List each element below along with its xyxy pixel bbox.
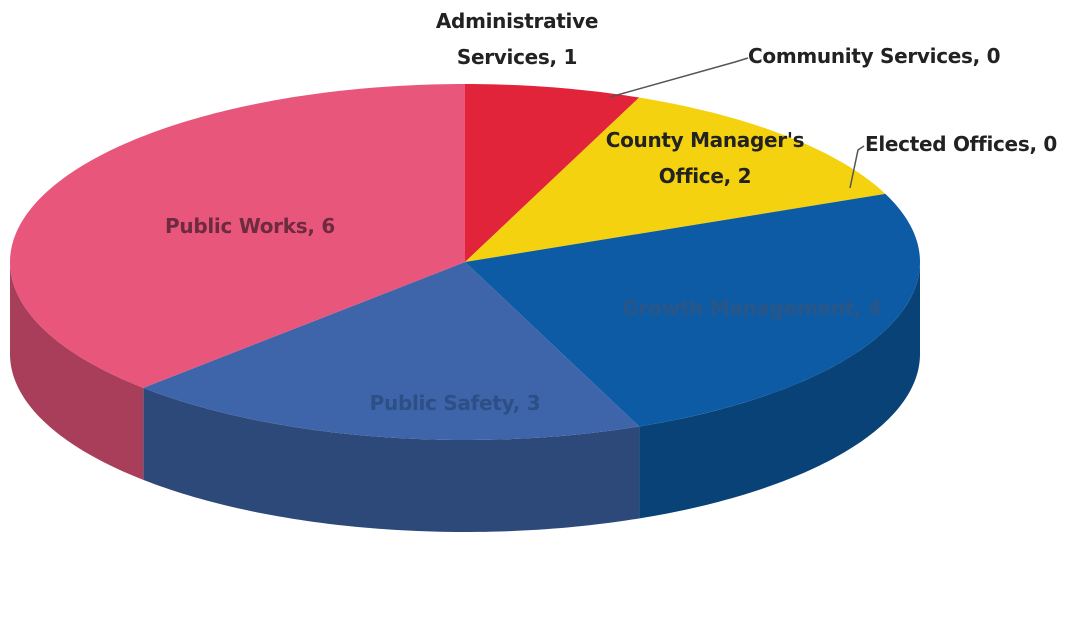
label-value: 0 [1043, 132, 1058, 156]
label-value: 0 [986, 44, 1001, 68]
data-label: Public Safety, 3 [325, 385, 585, 421]
label-value: 3 [526, 391, 541, 415]
label-separator: , [972, 44, 987, 68]
label-separator: , [1029, 132, 1044, 156]
label-category: Growth Management [622, 296, 855, 320]
label-category: Elected Offices [865, 132, 1030, 156]
label-category: County Manager's Office [605, 128, 805, 188]
data-label: Public Works, 6 [130, 208, 370, 244]
label-separator: , [723, 164, 738, 188]
label-separator: , [307, 214, 322, 238]
label-separator: , [549, 45, 564, 69]
label-category: Community Services [748, 44, 973, 68]
label-value: 2 [737, 164, 752, 188]
label-category: Public Safety [369, 391, 513, 415]
label-separator: , [512, 391, 527, 415]
label-value: 1 [563, 45, 578, 69]
slice [465, 193, 886, 262]
label-category: Administrative Services [435, 9, 599, 69]
slice [465, 193, 920, 427]
slice [143, 262, 640, 440]
data-label: County Manager's Office, 2 [590, 122, 820, 194]
data-label: Community Services, 0 [748, 38, 1068, 74]
label-separator: , [853, 296, 868, 320]
slice-side [639, 262, 920, 519]
label-value: 4 [867, 296, 882, 320]
slice [465, 97, 886, 263]
data-label: Administrative Services, 1 [417, 3, 617, 75]
slice [10, 84, 466, 388]
slice-side [143, 387, 640, 532]
leader-line [609, 57, 749, 98]
label-value: 6 [321, 214, 335, 238]
slice-side [10, 262, 144, 480]
label-category: Public Works [165, 214, 308, 238]
data-label: Growth Management, 4 [607, 290, 897, 326]
data-label: Elected Offices, 0 [865, 126, 1075, 162]
leader-line [849, 145, 865, 189]
slice [465, 84, 640, 262]
